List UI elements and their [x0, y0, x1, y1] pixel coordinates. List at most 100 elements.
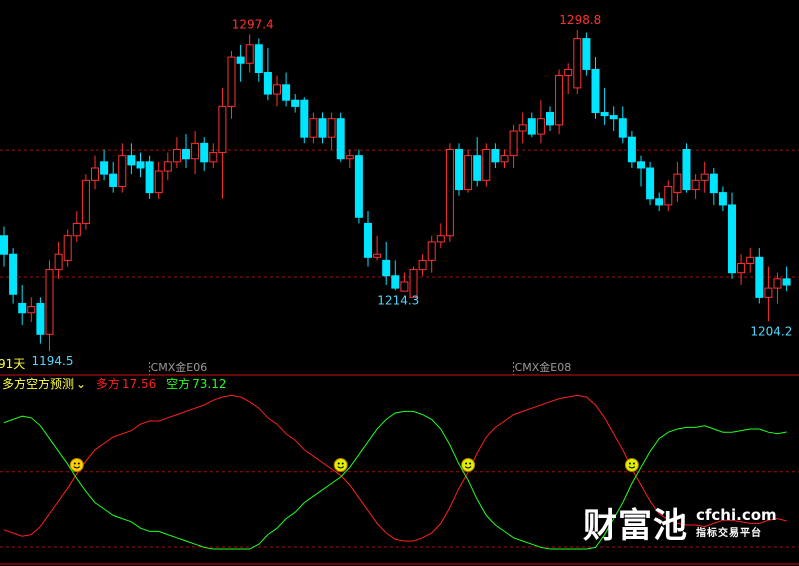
- candle-up: [27, 306, 36, 314]
- candle-down: [755, 256, 764, 298]
- candle-up: [227, 56, 236, 107]
- candle-down: [382, 259, 391, 277]
- candle-down: [318, 118, 327, 138]
- smiley-eye: [465, 462, 468, 465]
- candle-up: [436, 235, 445, 243]
- candle-down: [36, 303, 45, 335]
- bear-series-name: 空方: [166, 377, 191, 391]
- candle-down: [364, 222, 372, 258]
- candle-down: [600, 112, 609, 117]
- candle-down: [682, 149, 691, 191]
- candle-up: [509, 130, 518, 157]
- watermark-brand: 财富池: [583, 506, 688, 546]
- candle-down: [354, 155, 363, 218]
- candle-down: [300, 99, 309, 138]
- bull-line: [3, 394, 787, 542]
- contract-label: CMX金E06: [151, 360, 208, 374]
- candle-up: [54, 253, 63, 271]
- smiley-mouth: [464, 466, 472, 469]
- candle-up: [445, 149, 454, 237]
- candle-up: [81, 179, 90, 224]
- candle-up: [700, 173, 709, 181]
- indicator-title[interactable]: 多方空方预测: [2, 377, 75, 391]
- candle-down: [145, 161, 154, 194]
- smiley-eye: [337, 462, 340, 465]
- smiley-eye: [632, 462, 635, 465]
- candle-down: [655, 198, 664, 206]
- contract-label: CMX金E08: [515, 360, 572, 374]
- candle-up: [91, 167, 99, 181]
- candle-down: [0, 235, 8, 255]
- candle-up: [163, 161, 172, 172]
- candle-up: [673, 173, 682, 194]
- candle-up: [63, 235, 72, 261]
- candle-up: [737, 262, 746, 274]
- candle-down: [718, 192, 727, 206]
- candle-down: [18, 303, 27, 314]
- smiley-mouth: [337, 466, 345, 469]
- price-extreme-label: 1194.5: [32, 354, 74, 368]
- price-extreme-label: 1297.4: [232, 17, 274, 31]
- candle-down: [646, 167, 655, 200]
- candle-down: [9, 253, 18, 295]
- candle-down: [236, 56, 245, 64]
- candle-up: [500, 155, 509, 163]
- smiley-icon: [624, 458, 639, 472]
- candle-down: [473, 155, 482, 181]
- candle-down: [527, 118, 536, 135]
- candle-down: [491, 149, 500, 163]
- smiley-eye: [77, 462, 80, 465]
- candle-down: [591, 68, 600, 114]
- smiley-mouth: [73, 466, 81, 469]
- candle-down: [263, 72, 272, 95]
- candle-up: [536, 118, 545, 135]
- candle-down: [455, 149, 463, 191]
- watermark-logo: 财富池 cfchi.com 指标交易平台: [583, 498, 777, 547]
- candle-up: [191, 142, 200, 160]
- candle-up: [209, 152, 218, 163]
- candle-up: [327, 118, 336, 138]
- days-label: 91天: [0, 357, 25, 371]
- candle-up: [154, 170, 163, 194]
- smiley-icon: [461, 458, 476, 472]
- candle-down: [609, 115, 618, 120]
- candle-down: [282, 84, 291, 101]
- candle-down: [136, 161, 145, 169]
- bull-series-value: 17.56: [121, 377, 157, 391]
- smiley-eye: [73, 462, 76, 465]
- candle-up: [482, 149, 491, 181]
- candle-up: [427, 241, 436, 261]
- smiley-eye: [628, 462, 631, 465]
- smiley-icon: [69, 458, 84, 472]
- bear-line: [3, 410, 787, 550]
- candle-down: [254, 44, 263, 74]
- candle-down: [127, 155, 136, 166]
- candle-down: [336, 118, 345, 160]
- candle-up: [691, 179, 700, 191]
- candle-up: [409, 269, 418, 298]
- watermark-domain: cfchi.com: [696, 506, 777, 524]
- candle-up: [45, 269, 54, 335]
- candle-up: [746, 256, 755, 264]
- candle-down: [109, 173, 118, 187]
- chevron-down-icon[interactable]: ⌄: [76, 377, 87, 391]
- price-extreme-label: 1298.8: [559, 13, 601, 27]
- price-extreme-label: 1204.2: [750, 324, 792, 338]
- candle-up: [72, 222, 81, 237]
- candle-up: [764, 287, 773, 298]
- bull-series-name: 多方: [95, 377, 120, 391]
- candle-up: [464, 155, 473, 191]
- candle-up: [418, 259, 427, 271]
- candle-up: [118, 155, 127, 187]
- candle-up: [555, 75, 564, 126]
- candle-down: [391, 275, 400, 289]
- candle-up: [664, 185, 673, 206]
- candle-up: [773, 278, 782, 289]
- candle-down: [582, 38, 591, 70]
- candle-down: [200, 142, 209, 163]
- watermark-tagline: 指标交易平台: [696, 528, 762, 539]
- candle-down: [709, 173, 718, 194]
- smiley-mouth: [628, 466, 636, 469]
- smiley-eye: [341, 462, 344, 465]
